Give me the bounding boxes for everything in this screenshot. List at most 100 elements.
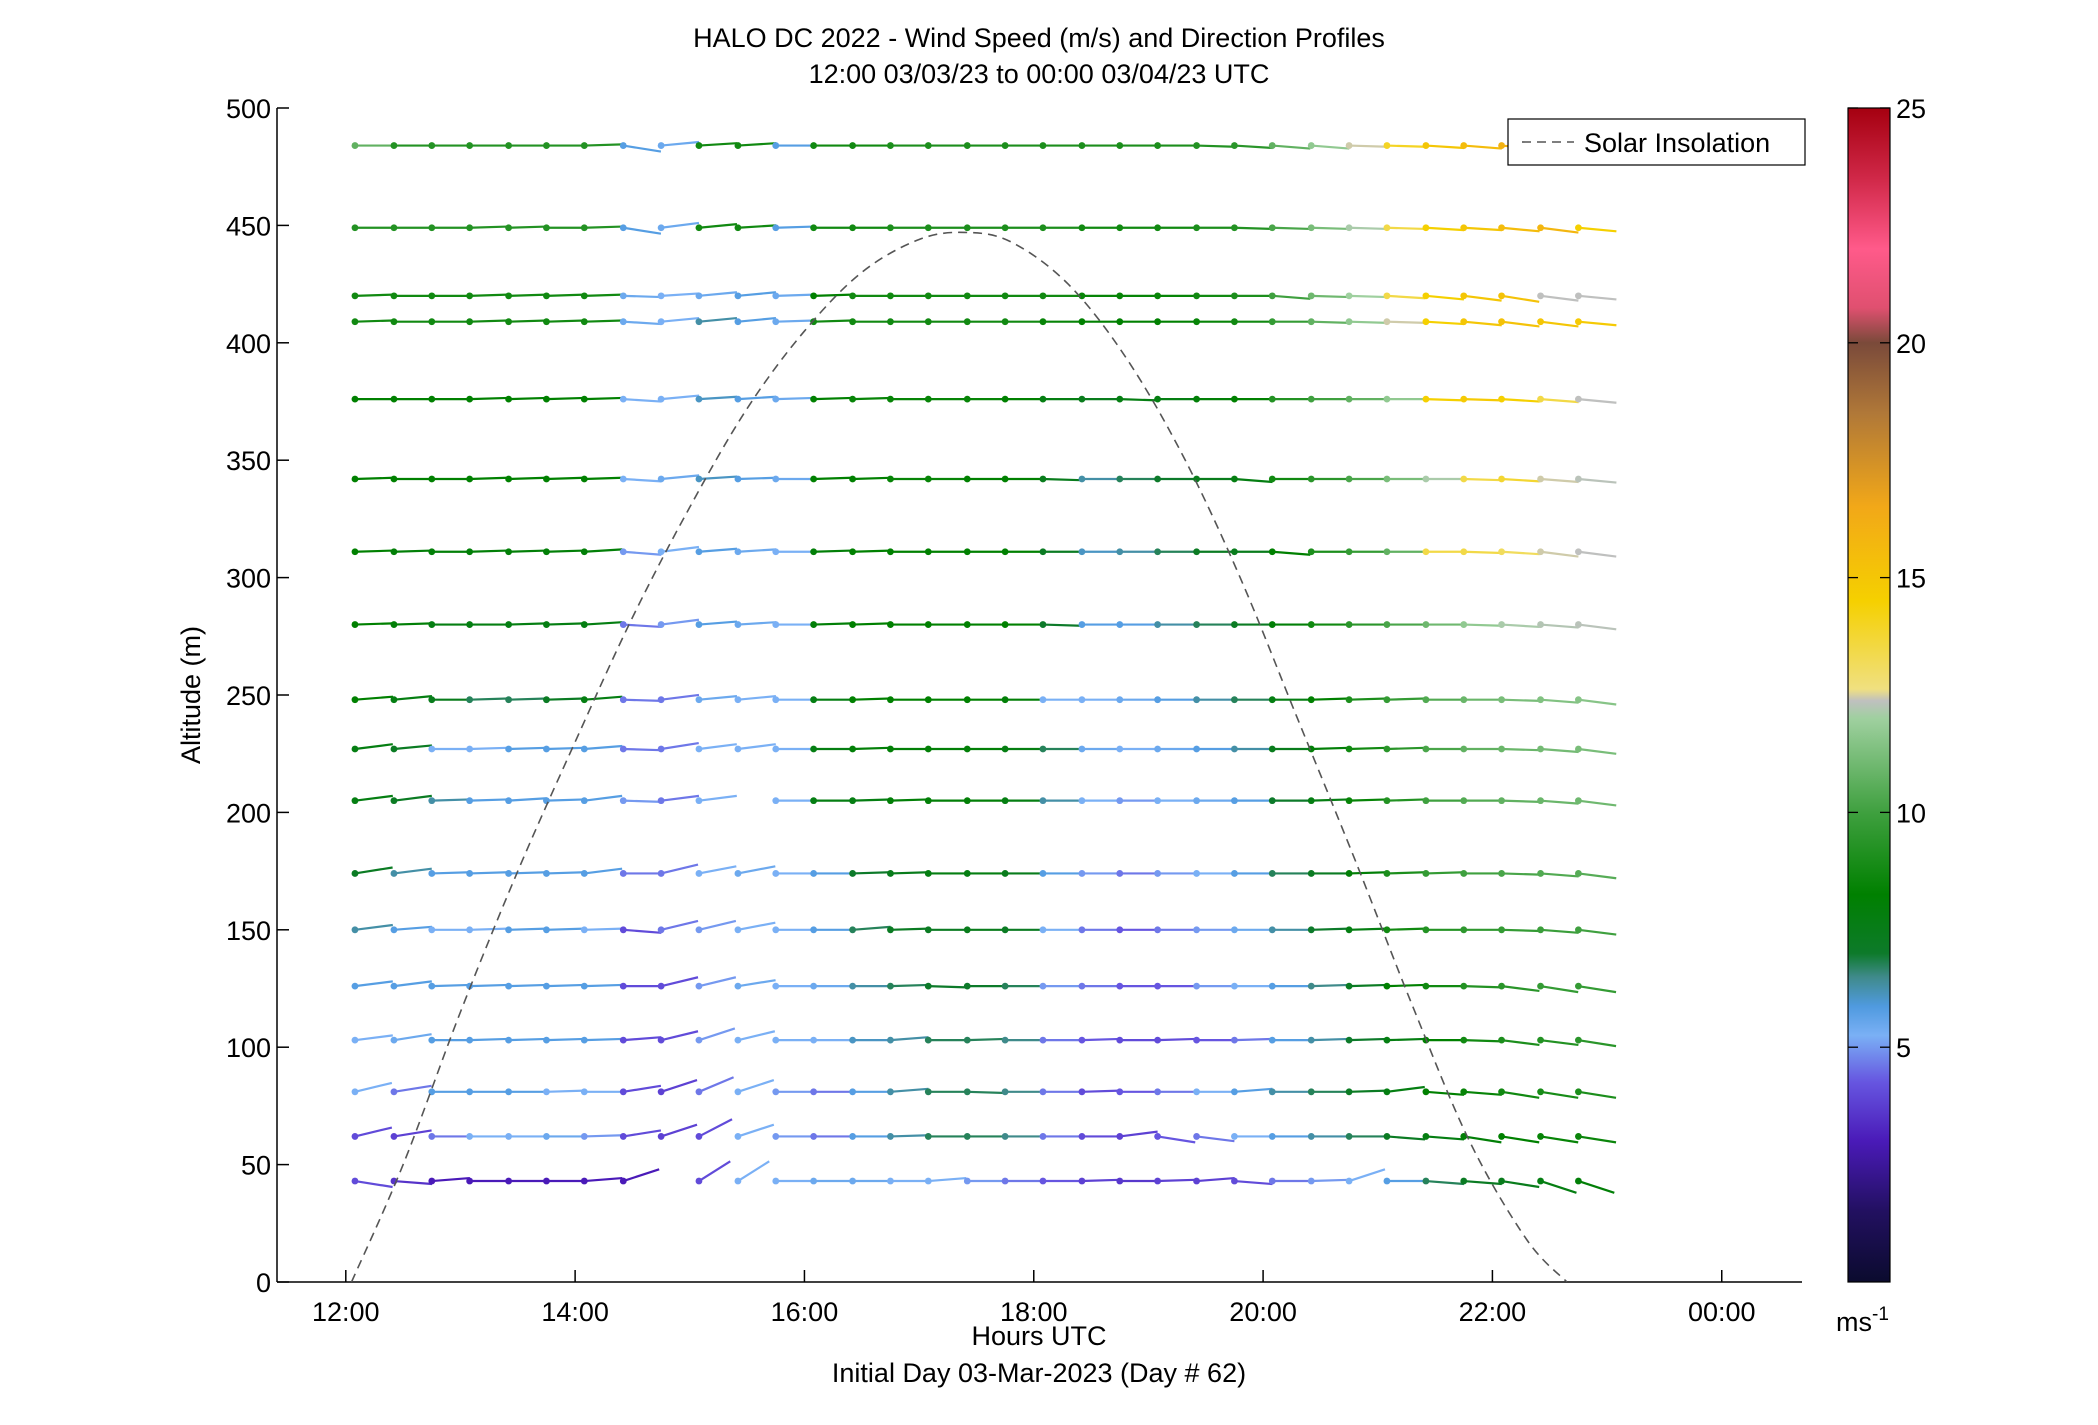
wind-obs-point: [963, 224, 971, 232]
wind-obs-point: [1575, 548, 1582, 556]
wind-obs-point: [466, 318, 474, 326]
wind-obs-point: [963, 797, 971, 805]
wind-barb-line: [584, 744, 623, 751]
wind-obs-point: [1307, 696, 1315, 704]
wind-obs-point: [543, 224, 550, 232]
wind-barb-line: [1540, 623, 1579, 629]
wind-barb-line: [1578, 1179, 1615, 1194]
wind-obs-point: [924, 395, 932, 403]
wind-barb-line: [1196, 144, 1235, 148]
wind-barb-line: [546, 396, 585, 401]
wind-obs-point: [695, 292, 703, 300]
wind-barb-line: [852, 476, 891, 481]
wind-obs-point: [1307, 292, 1315, 300]
wind-obs-point: [1383, 475, 1391, 483]
wind-barb-line: [469, 225, 508, 229]
wind-barb-line: [584, 476, 623, 481]
wind-obs-point: [428, 1036, 436, 1044]
wind-obs-point: [351, 1133, 359, 1140]
wind-obs-point: [505, 745, 513, 753]
wind-barb-line: [1578, 799, 1617, 807]
wind-obs-point: [887, 548, 894, 556]
wind-obs-point: [580, 745, 588, 753]
x-tick-label: 20:00: [1229, 1297, 1297, 1327]
wind-obs-point: [1268, 870, 1276, 877]
wind-obs-point: [1116, 926, 1124, 934]
y-tick-label: 400: [226, 329, 271, 359]
wind-barb-line: [1463, 1135, 1502, 1144]
wind-obs-point: [1116, 548, 1124, 556]
wind-obs-point: [1383, 621, 1391, 628]
colorbar: 5 10 15 20 25 ms-1: [1836, 94, 1926, 1337]
wind-obs-point: [1345, 797, 1353, 805]
colorbar-unit-base: ms: [1836, 1307, 1872, 1337]
wind-barb-line: [508, 797, 547, 802]
wind-obs-point: [619, 1088, 627, 1096]
wind-obs-point: [1268, 696, 1276, 704]
wind-obs-point: [619, 797, 627, 805]
wind-obs-point: [887, 926, 894, 934]
wind-obs-point: [1039, 548, 1047, 556]
wind-obs-point: [1001, 621, 1009, 628]
wind-barb-line: [1081, 1178, 1121, 1183]
wind-obs-point: [734, 745, 742, 753]
wind-barb-line: [1272, 294, 1311, 300]
wind-barb-line: [852, 697, 891, 701]
wind-obs-point: [428, 926, 436, 934]
wind-obs-point: [1116, 1036, 1124, 1044]
wind-obs-point: [734, 1036, 742, 1044]
wind-barb-line: [890, 798, 929, 802]
wind-obs-point: [734, 926, 742, 934]
wind-obs-point: [466, 395, 474, 403]
wind-barb-line: [1081, 1089, 1121, 1093]
wind-obs-point: [1422, 1133, 1430, 1140]
wind-barb-line: [775, 225, 814, 229]
wind-obs-point: [1422, 318, 1430, 326]
wind-obs-point: [1193, 318, 1200, 326]
wind-obs-point: [849, 318, 857, 326]
wind-obs-point: [1193, 870, 1200, 877]
wind-obs-point: [963, 926, 971, 934]
wind-obs-point: [887, 1036, 894, 1044]
wind-barb-line: [584, 695, 623, 701]
wind-barb-line: [1540, 1179, 1577, 1194]
wind-barb-line: [584, 983, 623, 988]
wind-obs-point: [849, 870, 857, 877]
wind-obs-point: [1116, 475, 1124, 483]
wind-obs-point: [1537, 621, 1544, 628]
wind-obs-point: [1498, 224, 1505, 232]
wind-barb-line: [393, 1033, 432, 1042]
wind-obs-point: [580, 870, 588, 877]
wind-obs-point: [390, 224, 398, 232]
wind-obs-point: [887, 224, 894, 232]
wind-barb-line: [698, 291, 738, 297]
wind-obs-point: [543, 292, 550, 300]
wind-obs-point: [351, 224, 359, 232]
wind-obs-point: [1193, 745, 1200, 753]
wind-barb-line: [737, 979, 776, 988]
wind-obs-point: [1116, 696, 1124, 704]
wind-barb-line: [1540, 1135, 1579, 1144]
wind-obs-point: [390, 621, 398, 628]
wind-barb-line: [1540, 985, 1579, 994]
wind-barb-line: [508, 293, 547, 297]
wind-obs-point: [1498, 395, 1505, 403]
wind-obs-point: [543, 318, 550, 326]
wind-obs-point: [1422, 926, 1430, 934]
wind-barb-line: [852, 925, 891, 931]
wind-obs-point: [963, 142, 971, 149]
wind-barb-line: [1540, 398, 1579, 404]
wind-obs-point: [1154, 745, 1162, 753]
wind-barb-line: [623, 144, 662, 153]
wind-obs-point: [695, 224, 703, 232]
wind-obs-point: [428, 224, 436, 232]
wind-obs-point: [351, 395, 359, 403]
wind-barb-line: [623, 928, 662, 934]
wind-obs-point: [1193, 1177, 1200, 1185]
wind-obs-point: [543, 395, 550, 403]
wind-barb-line: [1349, 871, 1388, 875]
wind-obs-point: [466, 1088, 474, 1096]
wind-obs-point: [619, 1177, 627, 1185]
wind-barb-line: [1386, 983, 1426, 988]
wind-obs-point: [543, 745, 550, 753]
